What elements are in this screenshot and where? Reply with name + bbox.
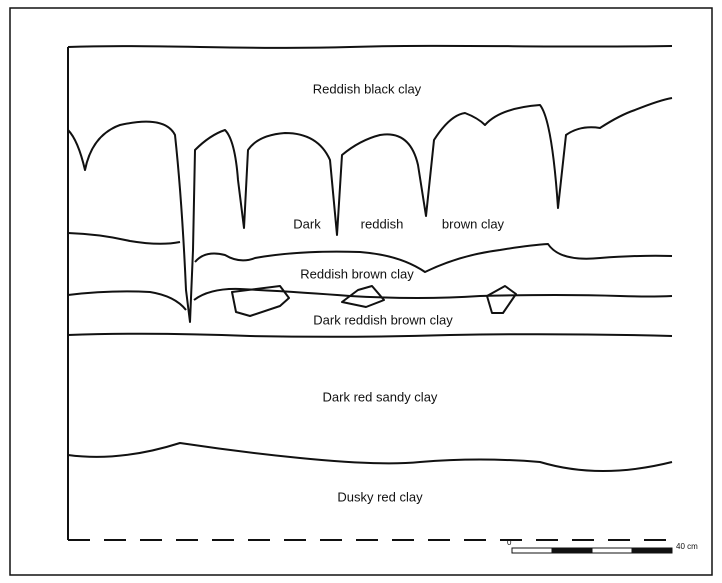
layer-label: brown clay bbox=[442, 216, 505, 231]
layer-label: Dark red sandy clay bbox=[323, 389, 438, 404]
scale-label: 0 bbox=[507, 538, 512, 547]
soil-profile: Reddish black clay Dark reddish brown cl… bbox=[0, 0, 722, 583]
scale-segment bbox=[512, 548, 552, 553]
layer-label: Dark bbox=[293, 216, 321, 231]
scale-segment bbox=[592, 548, 632, 553]
scale-segment bbox=[552, 548, 592, 553]
layer-label: Reddish black clay bbox=[313, 81, 422, 96]
layer-label: Dusky red clay bbox=[337, 489, 423, 504]
layer-label: Reddish brown clay bbox=[300, 266, 414, 281]
scale-label: 40 cm bbox=[676, 542, 698, 551]
layer-label: reddish bbox=[361, 216, 404, 231]
page: Reddish black clay Dark reddish brown cl… bbox=[0, 0, 722, 583]
scale-segment bbox=[632, 548, 672, 553]
layer-label: Dark reddish brown clay bbox=[313, 312, 453, 327]
